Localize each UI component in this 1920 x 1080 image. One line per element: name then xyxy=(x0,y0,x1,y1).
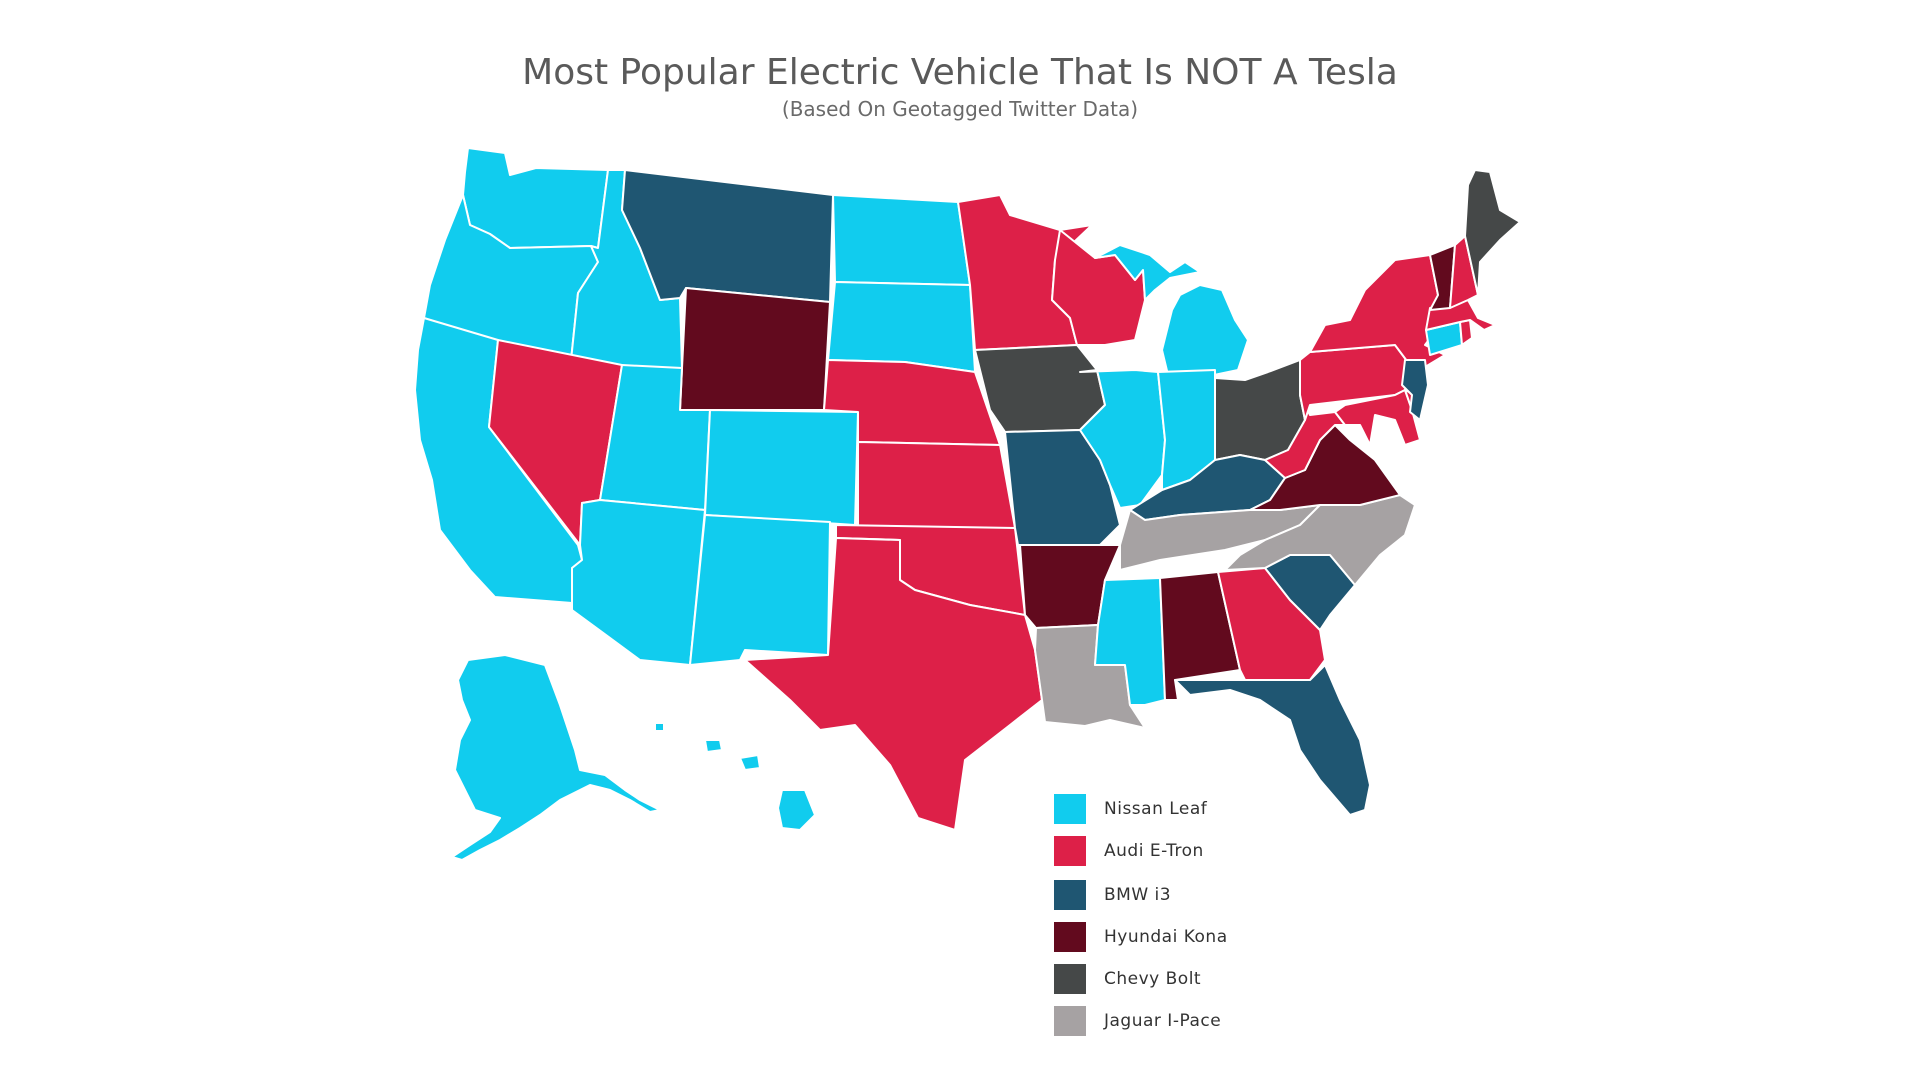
legend-swatch xyxy=(1054,922,1086,952)
legend-item-hyundai-kona: Hyundai Kona xyxy=(1054,922,1314,952)
legend-item-jaguar-i-pace: Jaguar I-Pace xyxy=(1054,1006,1314,1036)
state-wy xyxy=(679,287,831,411)
state-nm xyxy=(689,514,831,666)
state-hi xyxy=(654,722,816,831)
legend-item-audi-e-tron: Audi E-Tron xyxy=(1054,836,1314,866)
legend-item-chevy-bolt: Chevy Bolt xyxy=(1054,964,1314,994)
state-tx xyxy=(744,537,1043,831)
state-wv xyxy=(1264,394,1346,479)
legend-swatch xyxy=(1054,1006,1086,1036)
legend-swatch xyxy=(1054,794,1086,824)
state-nd xyxy=(832,194,971,286)
state-ak xyxy=(451,654,661,861)
state-nj xyxy=(1401,359,1429,421)
state-fl xyxy=(1174,664,1371,816)
state-mt xyxy=(621,169,834,303)
legend-swatch xyxy=(1054,880,1086,910)
state-ri xyxy=(1459,319,1473,346)
legend-label: Audi E-Tron xyxy=(1104,841,1204,861)
legend-label: Hyundai Kona xyxy=(1104,927,1228,947)
legend-item-nissan-leaf: Nissan Leaf xyxy=(1054,794,1314,824)
legend-label: Nissan Leaf xyxy=(1104,799,1208,819)
legend-swatch xyxy=(1054,964,1086,994)
chart-subtitle: (Based On Geotagged Twitter Data) xyxy=(781,97,1139,121)
state-co xyxy=(704,409,859,526)
legend-swatch xyxy=(1054,836,1086,866)
state-vt xyxy=(1429,244,1456,311)
state-sd xyxy=(827,281,976,373)
state-nh xyxy=(1449,235,1479,309)
chart-title: Most Popular Electric Vehicle That Is NO… xyxy=(522,52,1398,93)
legend-label: BMW i3 xyxy=(1104,885,1172,905)
legend-item-bmw-i3: BMW i3 xyxy=(1054,880,1314,910)
state-ia xyxy=(974,344,1106,433)
state-me xyxy=(1464,169,1521,296)
legend-label: Chevy Bolt xyxy=(1104,969,1202,989)
state-az xyxy=(571,499,706,666)
state-mi xyxy=(1094,244,1249,381)
state-ks xyxy=(857,441,1016,529)
legend-label: Jaguar I-Pace xyxy=(1104,1011,1222,1031)
